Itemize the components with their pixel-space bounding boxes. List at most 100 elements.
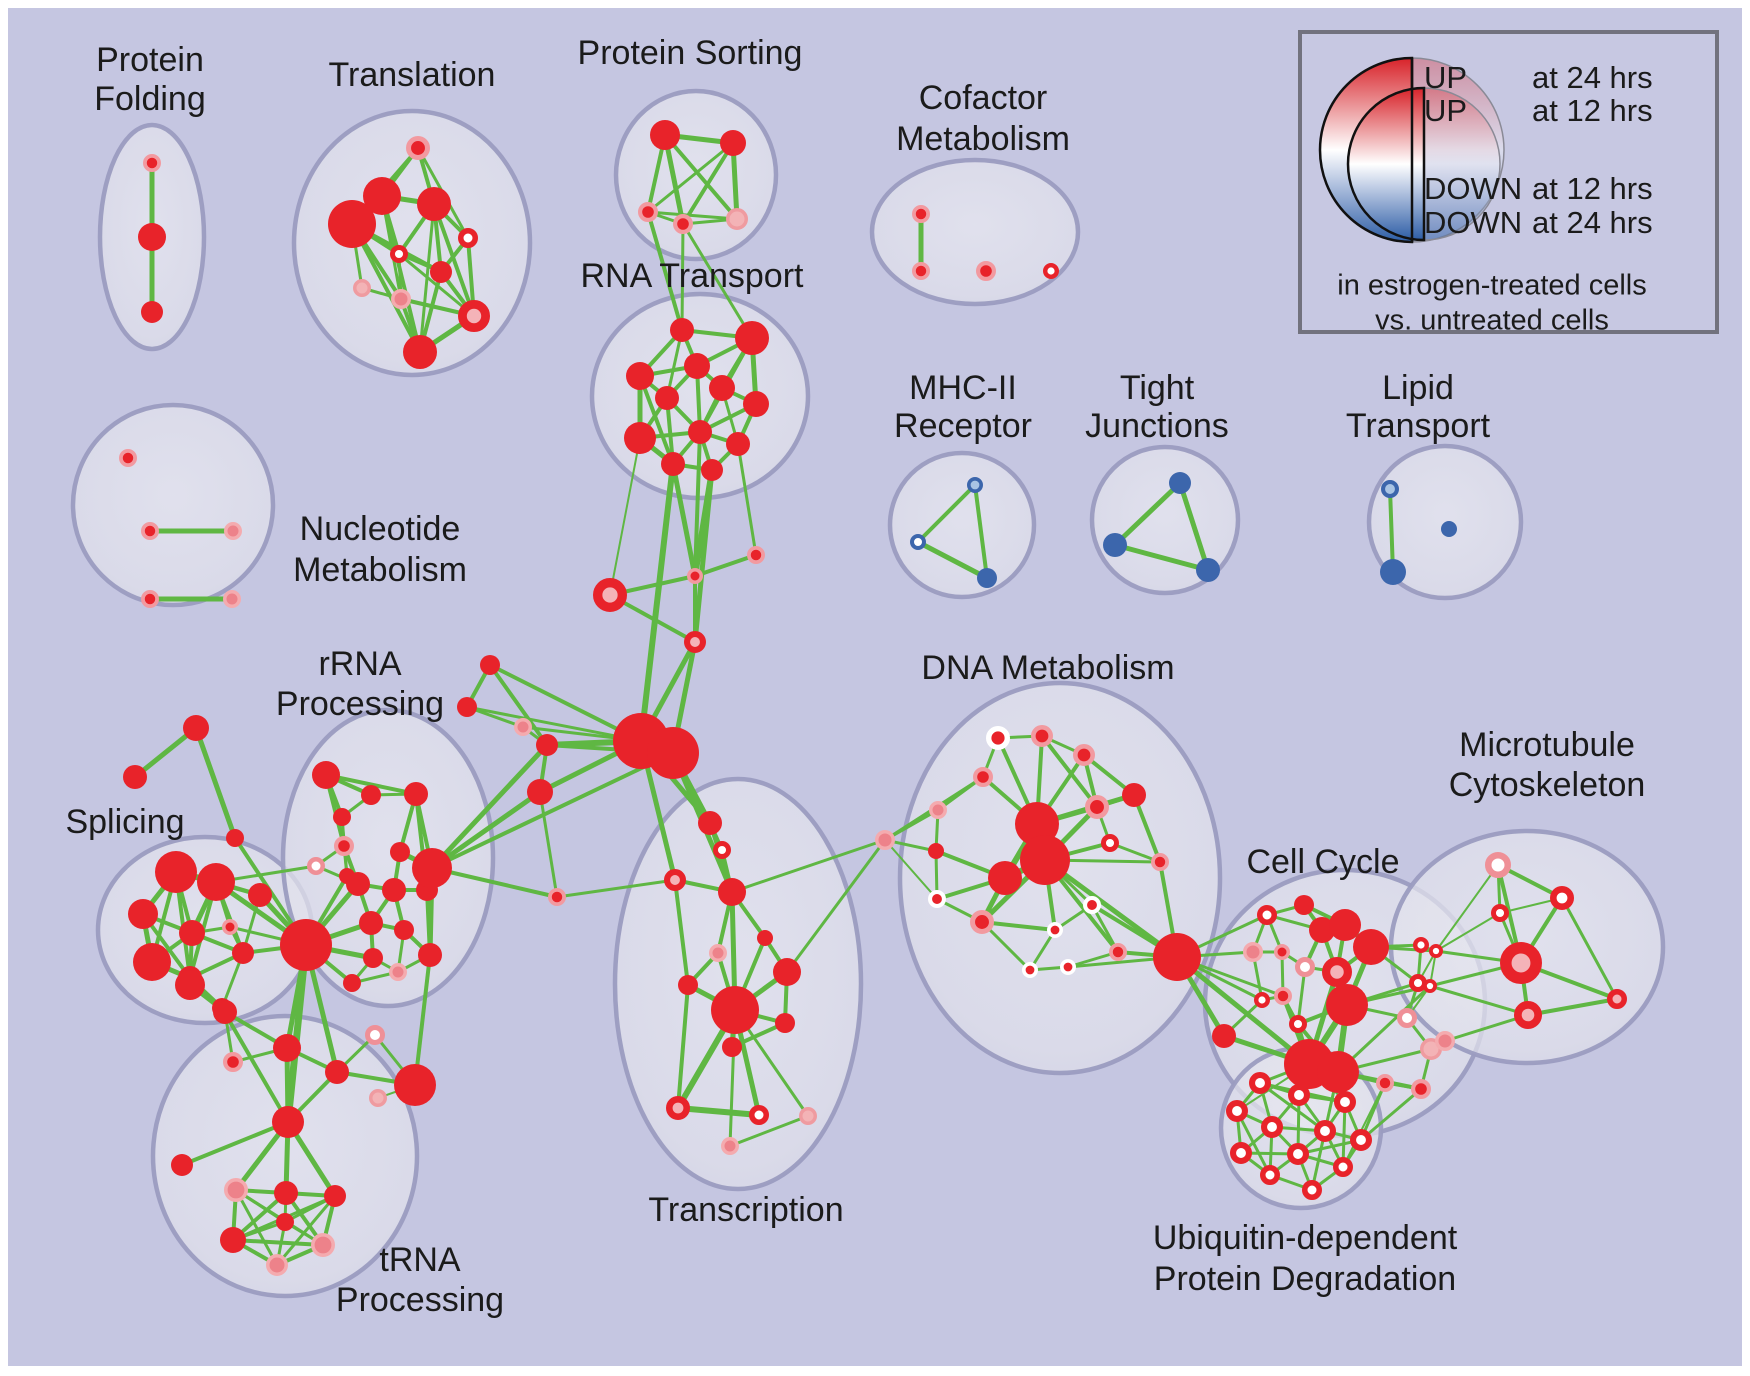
edge-mhc — [916, 483, 977, 544]
gene-node-ubiquitin — [1334, 1091, 1357, 1114]
cluster-label-tight-junctions: Tight — [1120, 369, 1195, 407]
gene-node-transcription — [687, 568, 703, 584]
edge-rrna — [413, 953, 432, 1087]
gene-node-lipid — [1381, 479, 1400, 498]
gene-node-ubiquitin — [1302, 1180, 1322, 1200]
gene-node-trna — [224, 1178, 249, 1203]
gene-node-rrna — [369, 1089, 387, 1107]
gene-node-microtubule — [1550, 885, 1575, 910]
gene-node-rna-transport — [626, 362, 654, 390]
edge-dna — [1040, 734, 1099, 809]
gene-node-dna — [1122, 783, 1146, 807]
gene-node-splicing — [226, 829, 244, 847]
gene-node-microtubule — [1429, 943, 1444, 958]
gene-node-trna — [276, 1213, 294, 1231]
gene-node-rna-transport — [670, 318, 694, 342]
cluster-label-rrna: Processing — [276, 685, 444, 723]
edge-tight-junctions — [1112, 480, 1183, 548]
gene-node-rna-transport — [688, 420, 712, 444]
gene-node-transcription — [665, 1096, 690, 1121]
cluster-ellipse-mhc — [887, 450, 1037, 600]
gene-node-translation — [353, 279, 371, 297]
gene-node-cell-cycle — [1295, 957, 1315, 977]
gene-node-trna — [310, 1233, 335, 1258]
edge-microtubule — [1435, 912, 1501, 952]
edge-transcription — [693, 553, 758, 578]
cluster-label-microtubule: Microtubule — [1459, 726, 1635, 764]
gene-node-cell-cycle — [1376, 1074, 1395, 1093]
edge-link-protein-sorting-rna-transport — [680, 222, 685, 332]
gene-node-ubiquitin — [1226, 1100, 1249, 1123]
edge-transcription — [675, 1105, 762, 1118]
gene-node-protein-folding — [141, 301, 163, 323]
gene-node-rna-transport — [684, 353, 710, 379]
gene-node-dna — [1100, 833, 1119, 852]
gene-node-splicing — [128, 899, 158, 929]
gene-node-cell-cycle — [1294, 895, 1314, 915]
gene-node-microtubule — [1485, 852, 1511, 878]
nodes-layer — [118, 120, 1627, 1276]
cluster-label-cofactor: Cofactor — [919, 79, 1048, 117]
gene-node-transcription — [684, 631, 707, 654]
edge-rrna — [429, 742, 550, 871]
edge-rrna — [488, 663, 549, 747]
edge-mhc — [915, 539, 990, 581]
gene-node-nucleotide — [140, 590, 159, 609]
cluster-label-trna: tRNA — [379, 1241, 461, 1279]
gene-node-cell-cycle — [1410, 1078, 1431, 1099]
gene-node-cell-cycle — [1322, 957, 1352, 987]
edge-trna — [234, 1188, 279, 1267]
gene-node-transcription — [718, 878, 746, 906]
edge-rrna — [324, 773, 418, 796]
gene-node-rna-transport — [624, 422, 656, 454]
gene-node-lipid — [1380, 559, 1406, 585]
gene-node-rrna — [480, 655, 500, 675]
gene-node-rrna — [346, 872, 370, 896]
gene-node-dna — [972, 766, 993, 787]
gene-node-transcription — [749, 1105, 769, 1125]
gene-node-transcription — [721, 1137, 739, 1155]
gene-node-splicing — [222, 919, 238, 935]
edge-microtubule — [1526, 997, 1619, 1017]
gene-node-translation — [391, 289, 411, 309]
gene-node-microtubule — [1500, 942, 1543, 985]
cluster-label-dna: DNA Metabolism — [921, 649, 1174, 687]
edge-transcription — [728, 1114, 810, 1148]
gene-node-translation — [457, 299, 490, 332]
edge-splicing — [193, 725, 238, 841]
gene-node-trna — [266, 1254, 288, 1276]
gene-node-cell-cycle — [1243, 942, 1263, 962]
cluster-label-lipid: Lipid — [1382, 369, 1454, 407]
gene-node-transcription — [722, 1037, 742, 1057]
gene-node-transcription — [775, 1013, 795, 1033]
gene-node-cell-cycle — [1288, 1014, 1307, 1033]
gene-node-splicing — [197, 863, 235, 901]
gene-node-cell-cycle — [1274, 944, 1290, 960]
edge-link-cell-cycle-ubiquitin — [1359, 1087, 1423, 1142]
gene-node-dna — [1151, 853, 1170, 872]
gene-node-rrna — [394, 920, 414, 940]
legend-circle-left-half — [1346, 86, 1426, 242]
gene-node-transcription — [712, 840, 731, 859]
gene-node-nucleotide — [118, 449, 137, 468]
gene-node-cell-cycle — [1309, 917, 1335, 943]
edge-tight-junctions — [1112, 542, 1211, 573]
gene-node-cell-cycle — [1397, 1008, 1417, 1028]
legend-time-1: at 12 hrs — [1532, 93, 1653, 128]
cluster-label-protein-folding: Folding — [94, 80, 206, 118]
edge-link-splicing-trna — [220, 1006, 290, 1124]
cluster-label-ubiquitin: Ubiquitin-dependent — [1153, 1219, 1458, 1257]
gene-node-splicing — [183, 715, 209, 741]
gene-node-trna — [272, 1106, 304, 1138]
edge-link-dna-cell-cycle — [1174, 954, 1312, 1067]
gene-node-nucleotide — [140, 522, 159, 541]
legend-direction-3: DOWN — [1424, 205, 1522, 240]
edge-translation — [350, 222, 422, 354]
edge-link-rna-transport-transcription — [736, 442, 758, 557]
gene-node-nucleotide — [224, 522, 242, 540]
gene-node-cofactor — [1042, 263, 1059, 280]
edge-microtubule — [1435, 864, 1499, 952]
gene-node-dna — [1020, 835, 1070, 885]
gene-node-cell-cycle — [1253, 992, 1270, 1009]
